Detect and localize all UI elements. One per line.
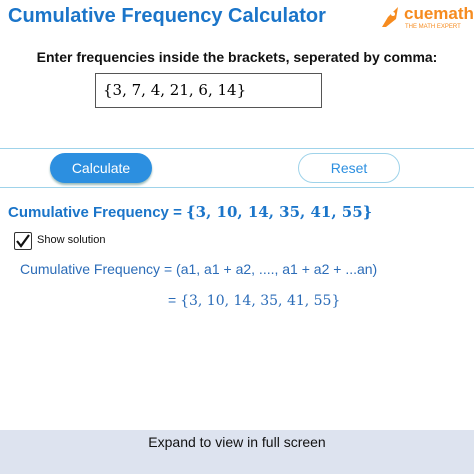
title: Cumulative Frequency Calculator [8,5,326,27]
solution-right: (a1, a1 + a2, ...., a1 + a2 + ...an) [176,261,378,277]
footer-text[interactable]: Expand to view in full screen [148,434,326,450]
solution-line: Cumulative Frequency = (a1, a1 + a2, ...… [20,261,377,277]
logo-tagline: THE MATH EXPERT [405,24,461,30]
calculate-button[interactable]: Calculate [50,153,152,183]
result-value: {3, 10, 14, 35, 41, 55} [186,203,373,221]
result-label: Cumulative Frequency [8,204,169,221]
footer[interactable]: Expand to view in full screen [0,430,474,474]
logo-brand: cuemath [404,4,474,23]
reset-button[interactable]: Reset [298,153,400,183]
solution-line: = {3, 10, 14, 35, 41, 55} [168,292,340,309]
logo-icon [382,7,398,27]
result: Cumulative Frequency = {3, 10, 14, 35, 4… [8,203,372,221]
solution-equals: = [163,261,173,277]
divider [0,148,474,149]
solution-right: {3, 10, 14, 35, 41, 55} [180,293,341,309]
solution-equals: = [168,292,177,308]
checkbox-label[interactable]: Show solution [37,234,106,246]
solution-left: Cumulative Frequency [20,261,161,277]
result-equals: = [173,204,182,221]
checkbox[interactable] [14,232,32,250]
prompt: Enter frequencies inside the brackets, s… [36,49,438,65]
divider [0,187,474,188]
input[interactable]: {3, 7, 4, 21, 6, 14} [95,73,322,108]
